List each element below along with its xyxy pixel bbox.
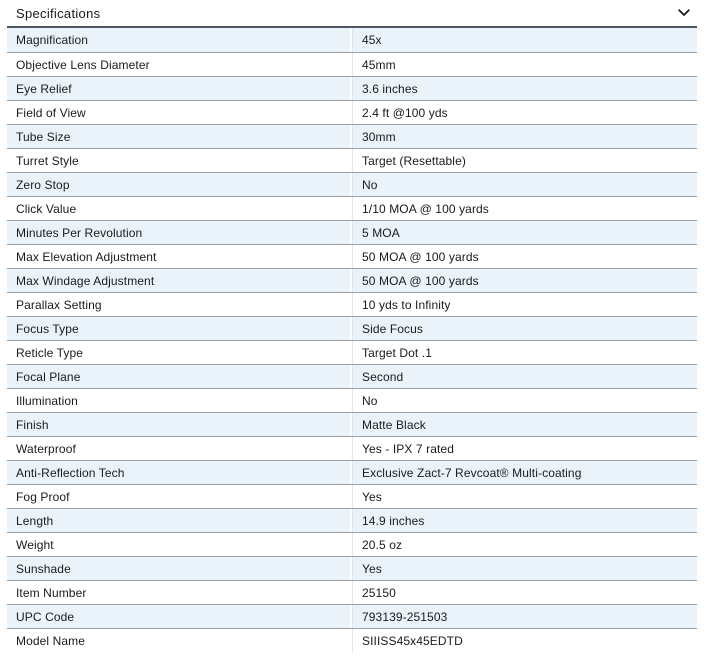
spec-label: Turret Style (7, 149, 352, 172)
spec-label: Weight (7, 533, 352, 556)
spec-label: Eye Relief (7, 77, 352, 100)
spec-label: Finish (7, 413, 352, 436)
table-row: Item Number 25150 (7, 580, 697, 604)
specifications-table: Magnification 45x Objective Lens Diamete… (7, 28, 697, 652)
table-row: Zero Stop No (7, 172, 697, 196)
spec-value: No (352, 389, 697, 412)
spec-value: Exclusive Zact-7 Revcoat® Multi-coating (352, 461, 697, 484)
table-row: Focal Plane Second (7, 364, 697, 388)
spec-label: Focus Type (7, 317, 352, 340)
table-row: Eye Relief 3.6 inches (7, 76, 697, 100)
spec-value: No (352, 173, 697, 196)
spec-value: 10 yds to Infinity (352, 293, 697, 316)
spec-label: Objective Lens Diameter (7, 53, 352, 76)
table-row: Click Value 1/10 MOA @ 100 yards (7, 196, 697, 220)
spec-value: 2.4 ft @100 yds (352, 101, 697, 124)
spec-value: 30mm (352, 125, 697, 148)
table-row: Illumination No (7, 388, 697, 412)
table-row: UPC Code 793139-251503 (7, 604, 697, 628)
table-row: Max Elevation Adjustment 50 MOA @ 100 ya… (7, 244, 697, 268)
spec-value: Matte Black (352, 413, 697, 436)
spec-label: Waterproof (7, 437, 352, 460)
spec-value: SIIISS45x45EDTD (352, 629, 697, 652)
spec-label: UPC Code (7, 605, 352, 628)
spec-label: Reticle Type (7, 341, 352, 364)
specifications-title: Specifications (16, 5, 101, 21)
table-row: Field of View 2.4 ft @100 yds (7, 100, 697, 124)
spec-value: 25150 (352, 581, 697, 604)
table-row: Minutes Per Revolution 5 MOA (7, 220, 697, 244)
table-row: Fog Proof Yes (7, 484, 697, 508)
spec-value: 50 MOA @ 100 yards (352, 269, 697, 292)
spec-label: Max Elevation Adjustment (7, 245, 352, 268)
table-row: Parallax Setting 10 yds to Infinity (7, 292, 697, 316)
spec-value: Yes (352, 557, 697, 580)
spec-label: Sunshade (7, 557, 352, 580)
spec-label: Fog Proof (7, 485, 352, 508)
table-row: Max Windage Adjustment 50 MOA @ 100 yard… (7, 268, 697, 292)
spec-label: Tube Size (7, 125, 352, 148)
spec-label: Magnification (7, 28, 352, 52)
table-row: Turret Style Target (Resettable) (7, 148, 697, 172)
spec-label: Zero Stop (7, 173, 352, 196)
spec-label: Minutes Per Revolution (7, 221, 352, 244)
chevron-down-icon[interactable] (678, 9, 690, 17)
spec-label: Item Number (7, 581, 352, 604)
spec-label: Model Name (7, 629, 352, 652)
spec-label: Click Value (7, 197, 352, 220)
table-row: Magnification 45x (7, 28, 697, 52)
spec-value: 45x (352, 28, 697, 52)
table-row: Length 14.9 inches (7, 508, 697, 532)
table-row: Sunshade Yes (7, 556, 697, 580)
spec-value: 793139-251503 (352, 605, 697, 628)
spec-value: 20.5 oz (352, 533, 697, 556)
spec-value: Target (Resettable) (352, 149, 697, 172)
spec-value: 5 MOA (352, 221, 697, 244)
spec-label: Field of View (7, 101, 352, 124)
spec-value: 14.9 inches (352, 509, 697, 532)
table-row: Finish Matte Black (7, 412, 697, 436)
table-row: Model Name SIIISS45x45EDTD (7, 628, 697, 652)
table-row: Objective Lens Diameter 45mm (7, 52, 697, 76)
spec-value: Yes (352, 485, 697, 508)
spec-value: Target Dot .1 (352, 341, 697, 364)
spec-value: 45mm (352, 53, 697, 76)
table-row: Weight 20.5 oz (7, 532, 697, 556)
table-row: Reticle Type Target Dot .1 (7, 340, 697, 364)
spec-value: Side Focus (352, 317, 697, 340)
spec-label: Length (7, 509, 352, 532)
spec-value: 3.6 inches (352, 77, 697, 100)
table-row: Anti-Reflection Tech Exclusive Zact-7 Re… (7, 460, 697, 484)
spec-label: Parallax Setting (7, 293, 352, 316)
spec-label: Anti-Reflection Tech (7, 461, 352, 484)
spec-value: 50 MOA @ 100 yards (352, 245, 697, 268)
table-row: Tube Size 30mm (7, 124, 697, 148)
spec-label: Illumination (7, 389, 352, 412)
spec-value: 1/10 MOA @ 100 yards (352, 197, 697, 220)
spec-value: Yes - IPX 7 rated (352, 437, 697, 460)
spec-label: Focal Plane (7, 365, 352, 388)
spec-value: Second (352, 365, 697, 388)
specifications-accordion-header[interactable]: Specifications (7, 0, 697, 28)
table-row: Focus Type Side Focus (7, 316, 697, 340)
table-row: Waterproof Yes - IPX 7 rated (7, 436, 697, 460)
spec-label: Max Windage Adjustment (7, 269, 352, 292)
specifications-panel: Specifications Magnification 45x Objecti… (7, 0, 697, 652)
